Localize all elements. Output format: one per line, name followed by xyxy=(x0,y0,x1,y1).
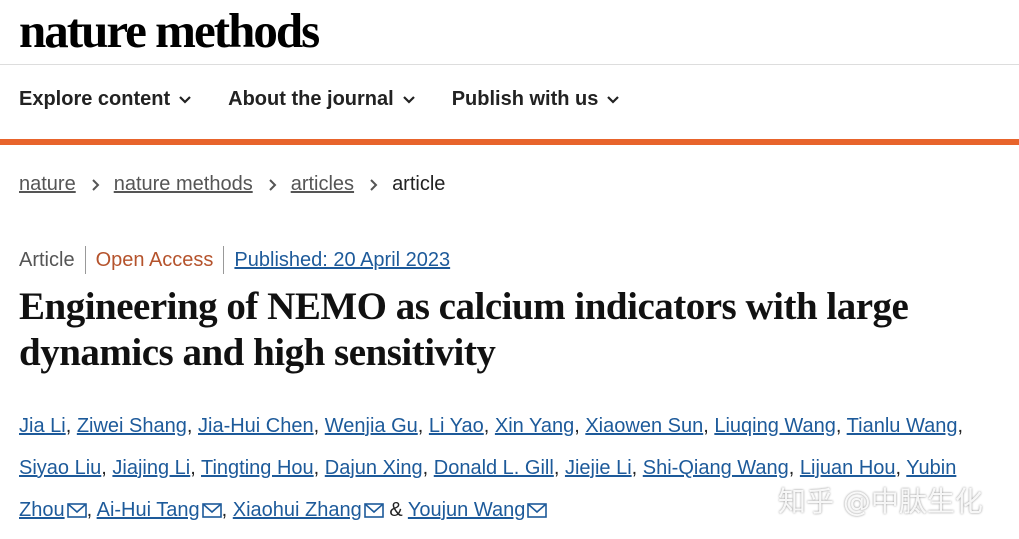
mail-icon xyxy=(363,503,384,518)
open-access: Open Access xyxy=(95,248,214,271)
author-link[interactable]: Liuqing Wang xyxy=(714,415,836,437)
nav-label[interactable]: About the journal xyxy=(228,88,394,110)
chevron-down xyxy=(607,96,620,104)
author-link[interactable]: Yubin Zhou xyxy=(19,457,957,521)
author-separator: , xyxy=(313,415,320,437)
author-link[interactable]: Tianlu Wang xyxy=(846,415,958,437)
author-separator: , xyxy=(221,499,228,521)
author-separator: , xyxy=(631,457,638,479)
watermark: 知乎 @中肽生化 xyxy=(778,485,983,518)
meta-separator xyxy=(84,246,86,274)
author-link[interactable]: Shi-Qiang Wang xyxy=(642,457,789,479)
author-separator: , xyxy=(101,457,107,479)
chevron-right xyxy=(370,178,378,191)
divider xyxy=(0,64,1019,65)
breadcrumb-item[interactable]: nature methods xyxy=(113,173,253,195)
mail-icon xyxy=(201,503,222,518)
author-link[interactable]: Donald L. Gill xyxy=(433,457,554,479)
author-list: Jia Li, Ziwei Shang, Jia-Hui Chen, Wenji… xyxy=(19,405,1004,531)
breadcrumb: nature nature methods articles article xyxy=(19,173,445,196)
author-separator: , xyxy=(895,457,902,479)
author-link[interactable]: Siyao Liu xyxy=(19,457,102,479)
mail-icon xyxy=(527,503,548,518)
author-link[interactable]: Li Yao xyxy=(428,415,484,437)
author-link[interactable]: Ziwei Shang xyxy=(76,415,187,437)
author-separator: , xyxy=(574,415,580,437)
author-separator: , xyxy=(788,457,795,479)
nav-label[interactable]: Publish with us xyxy=(451,88,599,110)
chevron-down xyxy=(179,96,191,104)
author-separator: , xyxy=(86,499,93,521)
author-link[interactable]: Ai-Hui Tang xyxy=(96,499,200,521)
author-link[interactable]: Jiejie Li xyxy=(564,457,632,479)
author-separator: , xyxy=(835,415,842,437)
article-title: Engineering of NEMO as calcium indicator… xyxy=(19,285,909,374)
author-link[interactable]: Xiaowen Sun xyxy=(585,415,704,437)
author-link[interactable]: Jia-Hui Chen xyxy=(198,415,314,437)
chevron-right xyxy=(268,178,277,191)
nav: Explore content About the journal Publish … xyxy=(19,88,620,111)
author-link[interactable]: Youjun Wang xyxy=(407,499,526,521)
mail-icon xyxy=(66,503,87,518)
nav-item[interactable]: About the journal xyxy=(228,88,416,111)
author-separator: , xyxy=(190,457,196,479)
article-meta: Article Open Access Published: 20 April … xyxy=(19,246,450,274)
author-separator: , xyxy=(422,457,429,479)
nav-label[interactable]: Explore content xyxy=(19,88,171,110)
article-type: Article xyxy=(19,248,75,271)
author-link[interactable]: Lijuan Hou xyxy=(799,457,896,479)
author-separator: , xyxy=(313,457,320,479)
nav-item[interactable]: Publish with us xyxy=(452,88,621,111)
author-link[interactable]: Jiajing Li xyxy=(112,457,191,479)
nav-item[interactable]: Explore content xyxy=(19,88,192,111)
author-separator: , xyxy=(703,415,709,437)
author-separator: , xyxy=(553,457,560,479)
breadcrumb-item[interactable]: articles xyxy=(290,173,355,195)
breadcrumb-item[interactable]: nature xyxy=(19,173,76,195)
author-link[interactable]: Xiaohui Zhang xyxy=(232,499,362,521)
author-separator: , xyxy=(483,415,490,437)
meta-separator xyxy=(223,246,225,274)
published-date[interactable]: Published: 20 April 2023 xyxy=(234,248,451,271)
breadcrumb-item: article xyxy=(392,173,446,195)
author-link[interactable]: Dajun Xing xyxy=(324,457,423,479)
author-separator: , xyxy=(957,415,964,437)
accent-bar xyxy=(0,139,1019,145)
author-separator: , xyxy=(417,415,424,437)
author-link[interactable]: Tingting Hou xyxy=(201,457,314,479)
author-link[interactable]: Xin Yang xyxy=(494,415,575,437)
author-link[interactable]: Wenjia Gu xyxy=(324,415,418,437)
author-conjunction: & xyxy=(389,499,403,521)
chevron-down xyxy=(402,96,415,104)
chevron-right xyxy=(92,178,100,191)
author-separator: , xyxy=(186,415,193,437)
author-separator: , xyxy=(65,415,72,437)
author-link[interactable]: Jia Li xyxy=(19,415,66,437)
logo[interactable]: nature methods xyxy=(19,3,320,58)
